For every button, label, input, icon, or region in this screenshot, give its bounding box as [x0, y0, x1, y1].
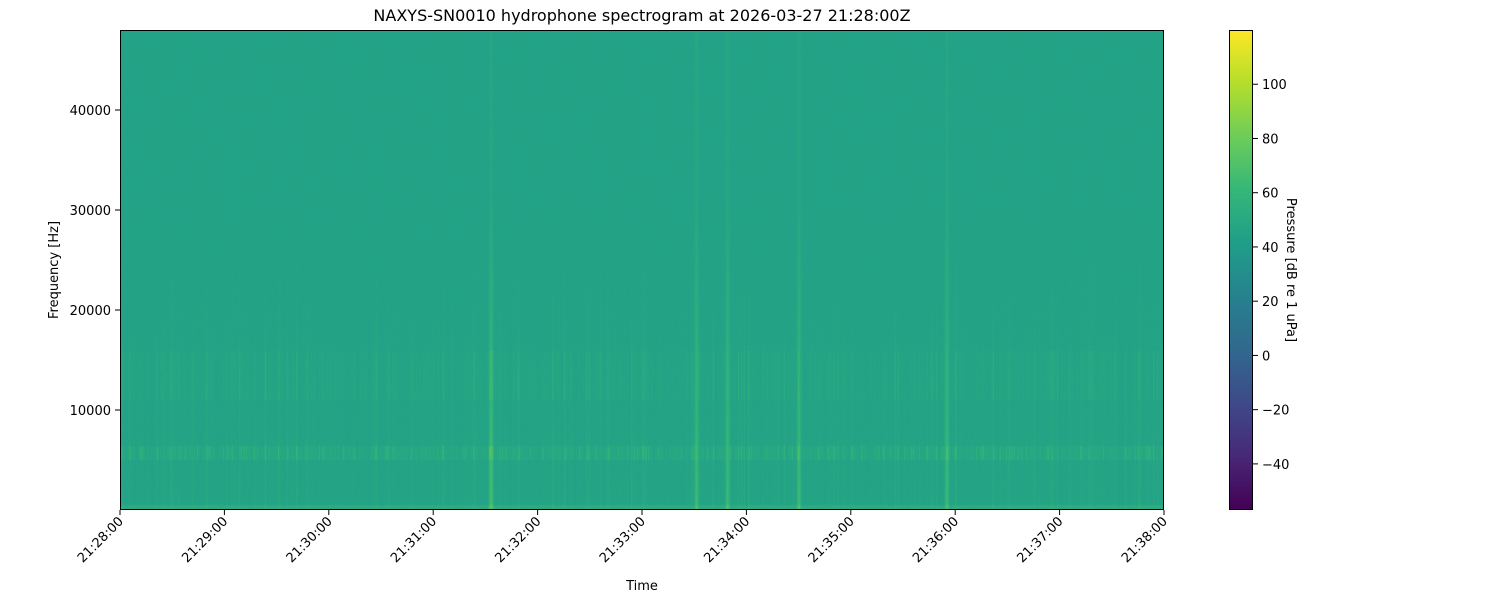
- x-tick-label: 21:36:00: [910, 514, 962, 566]
- colorbar-tick-label: 60: [1262, 187, 1279, 202]
- x-tick-label: 21:34:00: [701, 514, 753, 566]
- y-tick-label: 40000: [70, 104, 111, 119]
- spectrogram-heatmap: [120, 30, 1164, 510]
- colorbar-frame: [1229, 30, 1253, 510]
- colorbar-tick-label: 100: [1262, 78, 1287, 93]
- x-tick-label: 21:30:00: [284, 514, 336, 566]
- colorbar-tick-label: −20: [1262, 404, 1289, 419]
- x-tick-label: 21:32:00: [493, 514, 545, 566]
- x-tick-label: 21:37:00: [1015, 514, 1067, 566]
- colorbar-tick-label: −40: [1262, 458, 1289, 473]
- colorbar-tick-label: 80: [1262, 132, 1279, 147]
- colorbar-gradient: [1229, 30, 1253, 510]
- x-tick-label: 21:38:00: [1119, 514, 1171, 566]
- colorbar-tick-label: 20: [1262, 295, 1279, 310]
- x-tick-label: 21:31:00: [388, 514, 440, 566]
- x-tick-label: 21:35:00: [806, 514, 858, 566]
- x-tick-label: 21:29:00: [179, 514, 231, 566]
- x-axis-label: Time: [625, 579, 658, 594]
- colorbar-label: Pressure [dB re 1 uPa]: [1283, 198, 1298, 342]
- y-axis-label: Frequency [Hz]: [47, 221, 62, 319]
- y-tick-label: 10000: [70, 404, 111, 419]
- y-tick-label: 30000: [70, 204, 111, 219]
- chart-title: NAXYS-SN0010 hydrophone spectrogram at 2…: [373, 6, 910, 25]
- x-tick-label: 21:28:00: [75, 514, 127, 566]
- colorbar-tick-label: 0: [1262, 349, 1270, 364]
- plot-frame: [120, 30, 1164, 510]
- colorbar-tick-label: 40: [1262, 241, 1279, 256]
- y-tick-label: 20000: [70, 304, 111, 319]
- x-tick-label: 21:33:00: [597, 514, 649, 566]
